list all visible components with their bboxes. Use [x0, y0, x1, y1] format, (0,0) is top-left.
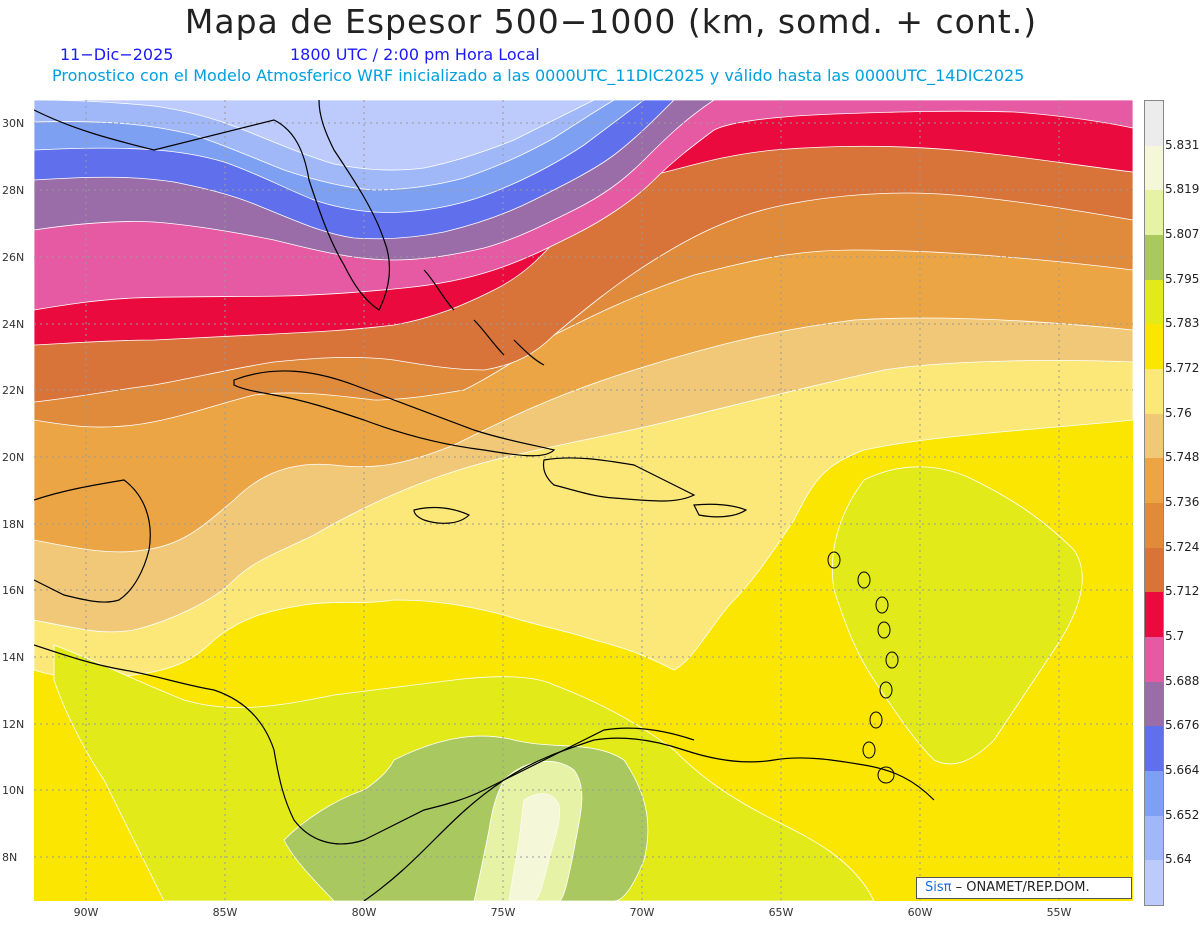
colorbar-level-label: 5.712 — [1165, 584, 1200, 599]
credit-box: Sisπ – ONAMET/REP.DOM. — [916, 877, 1132, 899]
lat-label-24n: 24N — [2, 318, 25, 331]
colorbar-level-label: 5.7 — [1165, 629, 1185, 643]
lat-label-28n: 28N — [2, 184, 25, 197]
colorbar-segment — [1145, 101, 1163, 147]
lon-label-70w: 70W — [629, 906, 655, 919]
lat-label-26n: 26N — [2, 251, 25, 264]
colorbar-level-label: 5.724 — [1165, 539, 1200, 554]
forecast-date: 11−Dic−2025 — [60, 45, 174, 64]
colorbar-segment — [1145, 324, 1163, 370]
colorbar-segment — [1145, 458, 1163, 504]
coastline-yucatan — [34, 479, 151, 603]
lon-label-80w: 80W — [351, 906, 377, 919]
brand-logo-text: Sisπ — [925, 880, 952, 895]
lat-label-16n: 16N — [2, 584, 25, 597]
colorbar-segment — [1145, 860, 1163, 906]
colorbar — [1144, 100, 1164, 906]
colorbar-level-label: 5.736 — [1165, 495, 1200, 509]
colorbar-level-label: 5.676 — [1165, 718, 1200, 733]
colorbar-segment — [1145, 145, 1163, 191]
lon-label-75w: 75W — [490, 906, 516, 919]
colorbar-segment — [1145, 726, 1163, 772]
coastline-bahamas — [423, 269, 545, 366]
lat-label-12n: 12N — [2, 718, 25, 731]
lon-label-90w: 90W — [73, 906, 99, 919]
map-canvas — [34, 100, 1133, 901]
thickness-map — [34, 100, 1133, 901]
lat-label-30n: 30N — [2, 117, 25, 130]
band-5819 — [508, 793, 560, 901]
coastlines — [34, 100, 935, 901]
coastline-hispaniola — [542, 457, 696, 502]
coastline-puerto-rico — [693, 503, 748, 518]
colorbar-level-label: 5.688 — [1165, 673, 1200, 688]
lon-label-60w: 60W — [907, 906, 933, 919]
forecast-description: Pronostico con el Modelo Atmosferico WRF… — [52, 66, 1025, 85]
graticule — [34, 100, 1133, 901]
colorbar-level-label: 5.664 — [1165, 763, 1200, 777]
colorbar-level-label: 5.76 — [1165, 405, 1192, 420]
lesser-antilles — [827, 551, 899, 784]
lon-label-85w: 85W — [212, 906, 238, 919]
colorbar-level-label: 5.748 — [1165, 450, 1200, 465]
colorbar-segment — [1145, 279, 1163, 325]
forecast-time: 1800 UTC / 2:00 pm Hora Local — [290, 45, 540, 64]
colorbar-segment — [1145, 413, 1163, 459]
coastline-cuba — [233, 370, 556, 457]
colorbar-segment — [1145, 637, 1163, 683]
coastline-florida — [34, 100, 390, 311]
colorbar-segment — [1145, 235, 1163, 281]
colorbar-level-label: 5.807 — [1165, 227, 1200, 241]
coastline-south-america — [363, 737, 935, 901]
lon-label-65w: 65W — [768, 906, 794, 919]
lon-label-55w: 55W — [1046, 906, 1072, 919]
lat-label-20n: 20N — [2, 451, 25, 464]
colorbar-level-label: 5.772 — [1165, 361, 1200, 375]
coastline-jamaica — [413, 506, 471, 524]
band-5628 — [34, 100, 595, 171]
lat-label-10n: 10N — [2, 784, 25, 797]
band-5783-east — [831, 466, 1083, 765]
lat-label-14n: 14N — [2, 651, 25, 664]
colorbar-segment — [1145, 369, 1163, 415]
lat-label-22n: 22N — [2, 384, 25, 397]
lat-label-8n: 8N — [2, 851, 18, 864]
colorbar-level-label: 5.831 — [1165, 137, 1200, 152]
colorbar-segment — [1145, 503, 1163, 549]
colorbar-level-label: 5.783 — [1165, 316, 1200, 331]
credit-text: – ONAMET/REP.DOM. — [951, 880, 1090, 895]
colorbar-level-label: 5.795 — [1165, 271, 1200, 286]
lat-label-18n: 18N — [2, 518, 25, 531]
colorbar-segment — [1145, 547, 1163, 593]
colorbar-segment — [1145, 681, 1163, 727]
colorbar-level-label: 5.819 — [1165, 182, 1200, 197]
colorbar-level-label: 5.652 — [1165, 807, 1200, 822]
colorbar-level-label: 5.64 — [1165, 852, 1192, 867]
colorbar-segment — [1145, 190, 1163, 236]
colorbar-segment — [1145, 592, 1163, 638]
map-title: Mapa de Espesor 500−1000 (km, somd. + co… — [184, 2, 1038, 41]
colorbar-segment — [1145, 771, 1163, 817]
colorbar-segment — [1145, 815, 1163, 861]
